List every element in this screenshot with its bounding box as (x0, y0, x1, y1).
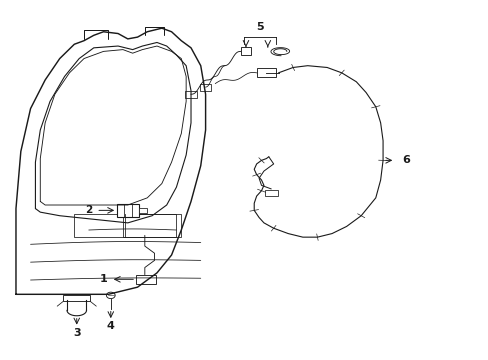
Bar (74, 214, 181, 237)
Text: 1: 1 (100, 274, 107, 284)
Bar (136, 275, 155, 284)
Text: 3: 3 (73, 328, 81, 338)
Bar (117, 204, 138, 217)
Bar (63, 295, 90, 301)
Bar (122, 214, 176, 237)
Bar (138, 207, 147, 213)
Bar (240, 47, 251, 55)
Bar (185, 91, 197, 98)
Text: 6: 6 (402, 156, 409, 165)
Text: 4: 4 (107, 321, 115, 332)
Bar (256, 68, 276, 77)
Bar (200, 84, 211, 91)
Bar (265, 190, 277, 196)
Circle shape (106, 292, 115, 298)
Text: 5: 5 (256, 22, 264, 32)
Text: 2: 2 (85, 205, 92, 215)
